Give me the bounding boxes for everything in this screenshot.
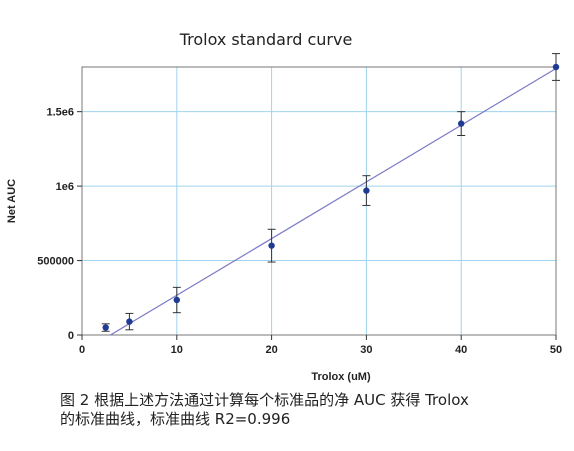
chart-title: Trolox standard curve bbox=[179, 30, 353, 49]
x-axis-label: Trolox (uM) bbox=[311, 371, 371, 383]
data-point bbox=[126, 318, 133, 325]
figure-caption: 图 2 根据上述方法通过计算每个标准品的净 AUC 获得 Trolox 的标准曲… bbox=[60, 391, 560, 429]
y-axis-label: Net AUC bbox=[6, 179, 18, 223]
plot-frame bbox=[81, 66, 557, 336]
x-tick-label: 40 bbox=[455, 344, 467, 356]
y-tick-label: 1e6 bbox=[56, 181, 74, 193]
data-point bbox=[363, 187, 370, 194]
data-point bbox=[552, 63, 560, 71]
x-tick-label: 10 bbox=[171, 344, 183, 356]
y-tick-label: 500000 bbox=[37, 256, 74, 268]
caption-line-1: 图 2 根据上述方法通过计算每个标准品的净 AUC 获得 Trolox bbox=[60, 391, 469, 409]
x-tick-label: 0 bbox=[79, 344, 85, 356]
x-tick-label: 50 bbox=[550, 344, 562, 356]
data-point bbox=[458, 120, 465, 127]
chart: 0 10 20 30 40 50 0 500000 1e6 1.5e6 Trolox (uM) Net… bbox=[6, 53, 562, 383]
data-point bbox=[268, 242, 275, 249]
x-tick-label: 20 bbox=[265, 344, 277, 356]
y-tick-label: 1.5e6 bbox=[46, 107, 74, 119]
data-point bbox=[102, 324, 109, 331]
y-tick-label: 0 bbox=[68, 330, 74, 342]
data-point bbox=[173, 296, 180, 304]
caption-line-2: 的标准曲线，标准曲线 R2=0.996 bbox=[60, 410, 291, 428]
x-tick-label: 30 bbox=[360, 344, 372, 356]
fit-line bbox=[110, 67, 557, 336]
